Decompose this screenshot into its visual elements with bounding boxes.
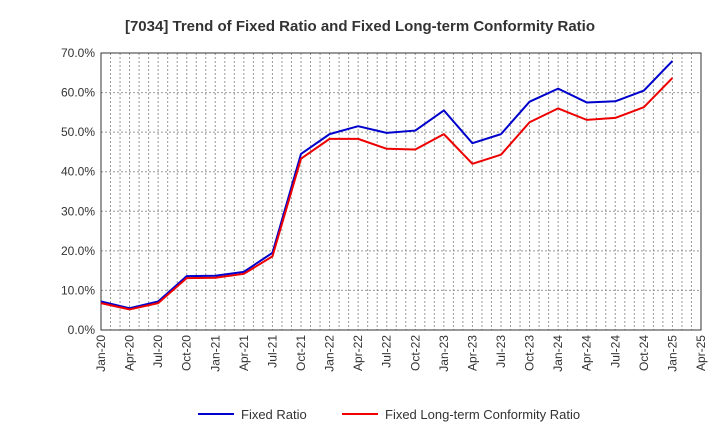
y-tick-label: 70.0%	[61, 46, 95, 60]
x-axis: Jan-20 Apr-20 Jul-20 Oct-20 Jan-21 Apr-21 Jul-…	[94, 335, 708, 372]
y-tick-label: 60.0%	[61, 86, 95, 100]
series-lines	[100, 60, 674, 311]
x-tick-label: Oct-21	[294, 335, 308, 371]
legend-label-fixed-long-term-conformity-ratio: Fixed Long-term Conformity Ratio	[385, 407, 580, 422]
x-tick-label: Jan-22	[323, 335, 337, 372]
x-tick-label: Oct-24	[637, 335, 651, 371]
x-tick-label: Jul-21	[265, 335, 279, 368]
y-tick-label: 30.0%	[61, 204, 95, 218]
legend: Fixed Ratio Fixed Long-term Conformity R…	[198, 407, 580, 422]
x-tick-label: Jan-21	[208, 335, 222, 372]
x-tick-label: Jan-23	[437, 335, 451, 372]
x-tick-label: Jan-25	[665, 335, 679, 372]
x-tick-label: Oct-20	[180, 335, 194, 371]
y-tick-label: 0.0%	[68, 323, 96, 337]
x-tick-label: Oct-22	[408, 335, 422, 371]
y-tick-label: 10.0%	[61, 283, 95, 297]
y-tick-label: 20.0%	[61, 244, 95, 258]
chart-title: [7034] Trend of Fixed Ratio and Fixed Lo…	[125, 18, 595, 35]
x-tick-label: Jul-20	[151, 335, 165, 368]
y-axis: 0.0% 10.0% 20.0% 30.0% 40.0% 50.0% 60.0% 70.0%	[61, 46, 95, 337]
x-tick-label: Jul-23	[494, 335, 508, 368]
legend-label-fixed-ratio: Fixed Ratio	[241, 407, 307, 422]
x-tick-label: Jan-24	[551, 335, 565, 372]
series-line-fixed-long-term-conformity-ratio	[100, 77, 674, 311]
x-tick-label: Oct-23	[523, 335, 537, 371]
x-tick-label: Apr-25	[694, 335, 708, 371]
x-tick-label: Apr-20	[123, 335, 137, 371]
series-line-fixed-ratio	[100, 60, 674, 310]
y-tick-label: 50.0%	[61, 125, 95, 139]
x-tick-label: Apr-23	[465, 335, 479, 371]
x-tick-label: Jul-22	[380, 335, 394, 368]
y-tick-label: 40.0%	[61, 165, 95, 179]
x-tick-label: Apr-24	[580, 335, 594, 371]
plot-frame	[100, 52, 702, 331]
plot-area	[101, 53, 701, 330]
x-tick-label: Jan-20	[94, 335, 108, 372]
x-tick-label: Apr-21	[237, 335, 251, 371]
x-tick-label: Jul-24	[608, 335, 622, 368]
x-tick-label: Apr-22	[351, 335, 365, 371]
